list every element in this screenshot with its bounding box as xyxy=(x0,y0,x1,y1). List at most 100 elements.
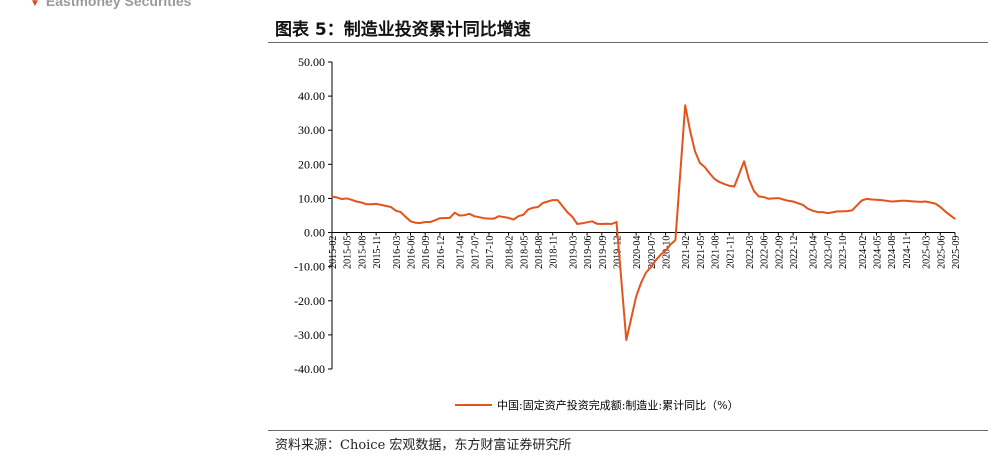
data-point xyxy=(831,211,834,213)
data-point xyxy=(753,190,755,192)
data-point xyxy=(527,208,529,210)
x-tick-label: 2022-09 xyxy=(774,236,785,269)
data-point xyxy=(576,223,578,225)
data-point xyxy=(684,104,686,106)
data-point xyxy=(802,204,804,206)
data-point xyxy=(718,181,721,183)
data-point xyxy=(630,317,632,320)
x-tick-label: 2025-09 xyxy=(951,236,962,269)
data-point xyxy=(851,209,853,211)
x-tick-label: 2019-09 xyxy=(598,236,609,269)
data-point xyxy=(812,210,814,212)
x-tick-label: 2020-10 xyxy=(662,236,673,269)
data-point xyxy=(910,200,912,202)
x-tick-label: 2022-12 xyxy=(789,236,800,269)
data-point xyxy=(360,201,362,204)
data-point xyxy=(723,183,726,185)
x-tick-label: 2024-11 xyxy=(902,236,913,269)
data-point xyxy=(434,219,436,221)
data-point xyxy=(429,221,431,223)
data-point xyxy=(645,271,647,274)
x-tick-label: 2017-10 xyxy=(485,236,496,269)
x-tick-label: 2018-02 xyxy=(505,236,516,269)
x-tick-label: 2023-10 xyxy=(838,236,849,269)
legend: 中国:固定资产投资完成额:制造业:累计同比（%） xyxy=(455,398,739,412)
data-point xyxy=(895,200,897,202)
data-point xyxy=(694,150,696,152)
x-tick-label: 2021-11 xyxy=(725,236,736,269)
data-point xyxy=(777,197,780,199)
data-point xyxy=(866,198,868,200)
data-point xyxy=(517,215,520,217)
data-point xyxy=(414,222,416,224)
data-point xyxy=(954,218,956,220)
data-point xyxy=(625,339,627,341)
data-point xyxy=(817,211,819,213)
y-tick-label: -10.00 xyxy=(294,260,325,274)
data-point xyxy=(920,201,922,203)
x-tick-label: 2020-07 xyxy=(647,236,658,269)
data-point xyxy=(424,221,426,223)
data-point xyxy=(331,196,333,198)
data-point xyxy=(655,259,657,261)
data-point xyxy=(846,210,848,212)
y-axis: 50.00 40.00 30.00 20.00 10.00 0.00 -10.00 -20.0… xyxy=(294,55,333,376)
x-tick-label: 2022-06 xyxy=(760,236,771,269)
data-point xyxy=(351,199,353,201)
data-point xyxy=(714,178,716,180)
data-point xyxy=(454,212,456,214)
data-point xyxy=(807,208,809,210)
y-tick-label: -20.00 xyxy=(294,294,325,308)
data-point xyxy=(419,222,421,224)
data-point xyxy=(557,199,559,201)
plot-area xyxy=(331,104,956,341)
data-point xyxy=(758,195,760,197)
data-point xyxy=(871,198,873,201)
y-tick-label: -40.00 xyxy=(294,362,325,376)
x-tick-label: 2024-05 xyxy=(873,236,884,269)
data-point xyxy=(473,215,475,217)
data-point xyxy=(861,199,863,202)
x-tick-label: 2021-05 xyxy=(696,236,707,269)
y-tick-label: 40.00 xyxy=(298,89,325,103)
data-point xyxy=(606,223,608,225)
data-point xyxy=(841,210,843,212)
x-tick-label: 2016-03 xyxy=(392,236,403,269)
data-point xyxy=(611,223,613,225)
data-point xyxy=(552,199,554,201)
x-tick-label: 2018-05 xyxy=(519,236,530,269)
brand-header: ▼ Eastmoney Securities xyxy=(30,0,191,9)
x-tick-label: 2015-05 xyxy=(343,236,354,269)
data-point xyxy=(669,243,672,246)
x-tick-label: 2016-09 xyxy=(421,236,432,269)
bottom-rule xyxy=(268,430,988,431)
data-point xyxy=(822,211,824,213)
data-point xyxy=(390,206,392,208)
series-line xyxy=(331,104,956,341)
data-point xyxy=(596,223,598,225)
data-point xyxy=(537,206,539,208)
legend-label: 中国:固定资产投资完成额:制造业:累计同比（%） xyxy=(497,398,739,412)
brand-name: Eastmoney Securities xyxy=(45,0,192,9)
data-point xyxy=(728,185,730,187)
data-point xyxy=(944,210,946,212)
data-point xyxy=(341,198,343,200)
data-point xyxy=(346,197,348,199)
x-tick-label: 2015-02 xyxy=(328,236,339,269)
data-point xyxy=(601,223,603,225)
x-tick-label: 2023-07 xyxy=(823,236,834,269)
x-tick-label: 2024-08 xyxy=(887,236,898,269)
data-point xyxy=(542,202,544,204)
data-point xyxy=(508,217,510,219)
data-point xyxy=(586,221,588,223)
x-tick-label: 2016-12 xyxy=(436,236,447,269)
data-point xyxy=(395,210,397,212)
x-tick-label: 2017-07 xyxy=(470,236,481,269)
data-point xyxy=(763,196,765,198)
data-point xyxy=(439,217,441,219)
data-point xyxy=(547,200,549,203)
source-note: 资料来源：Choice 宏观数据，东方财富证券研究所 xyxy=(275,438,572,453)
x-tick-label: 2019-03 xyxy=(568,236,579,269)
x-axis: 2015-02 2015-05 2015-08 2015-11 2016-03 2016-… xyxy=(328,232,962,269)
data-point xyxy=(900,200,902,202)
